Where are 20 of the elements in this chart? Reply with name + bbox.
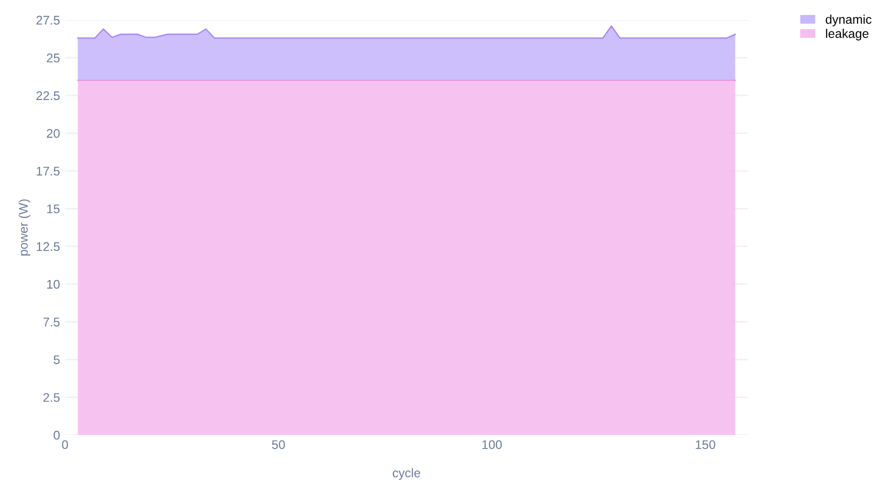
x-tick-label: 50 [272,440,285,450]
y-tick-label: 10 [47,280,60,289]
y-tick-label: 27.5 [36,16,60,25]
y-tick-label: 15 [47,204,60,214]
y-tick-label: 0 [54,430,60,440]
x-tick-label: 100 [482,440,502,450]
y-tick-label: 22.5 [36,91,60,100]
x-axis-title: cycle [392,468,420,480]
y-tick-label: 20 [46,128,60,138]
y-tick-label: 5 [54,355,60,364]
y-tick-label: 2.5 [43,393,60,402]
y-tick-label: 7.5 [43,318,60,326]
x-tick-label: 0 [62,440,68,450]
y-tick-label: 12.5 [36,242,60,252]
y-axis-title: power (W) [18,199,30,256]
y-tick-label: 25 [46,54,60,62]
y-tick-label: 17.5 [36,166,60,176]
legend-label: leakage [826,28,868,40]
x-tick-label: 150 [696,440,716,450]
legend-label: dynamic [826,14,872,26]
